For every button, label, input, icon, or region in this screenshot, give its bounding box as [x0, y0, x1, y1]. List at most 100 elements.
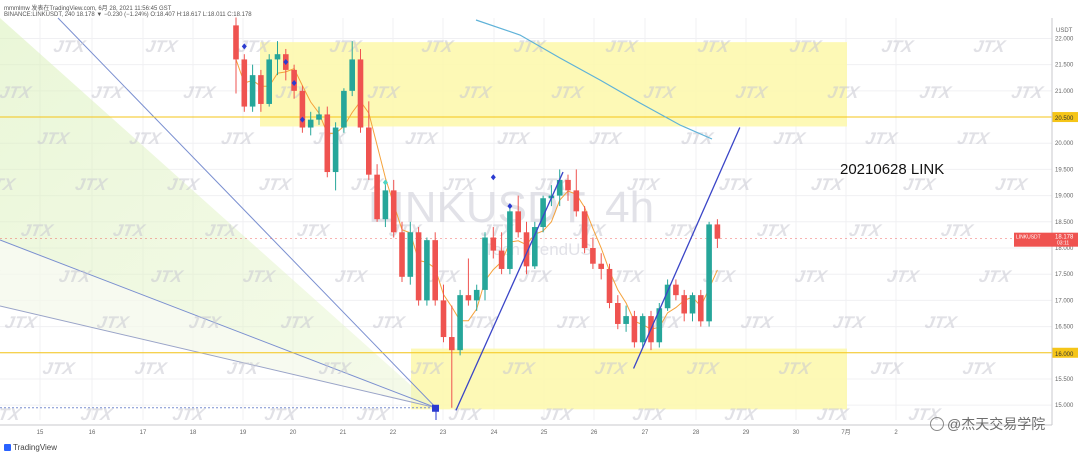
ma-long-line — [475, 19, 713, 140]
watermark-jtx: JTX — [518, 266, 554, 286]
candle-body — [415, 232, 422, 301]
watermark-jtx: JTX — [366, 82, 402, 102]
watermark-jtx: JTX — [242, 266, 278, 286]
x-tick-label: 7月 — [841, 429, 850, 436]
watermark-jtx: JTX — [187, 312, 223, 332]
tradingview-logo[interactable]: TradingView — [4, 443, 57, 452]
signal-marker — [507, 203, 513, 210]
watermark-jtx: JTX — [610, 266, 646, 286]
y-tick-label: 19.000 — [1055, 194, 1074, 200]
watermark-jtx: JTX — [864, 128, 900, 148]
candle-body — [366, 127, 372, 175]
watermark-jtx: JTX — [0, 82, 34, 102]
watermark-jtx: JTX — [642, 82, 678, 102]
watermark-jtx: JTX — [112, 220, 148, 240]
watermark-jtx: JTX — [150, 266, 186, 286]
candle-body — [664, 284, 671, 309]
price-tag-value: 18.178 — [1055, 235, 1074, 241]
watermark-jtx: JTX — [36, 128, 72, 148]
tradingview-logo-text: TradingView — [13, 443, 58, 452]
watermark-jtx: JTX — [815, 404, 851, 424]
trend-line — [632, 127, 741, 369]
watermark-jtx: JTX — [447, 404, 483, 424]
watermark-jtx: JTX — [604, 36, 640, 56]
candle-body — [449, 337, 455, 351]
watermark-jtx: JTX — [95, 312, 131, 332]
watermark-jtx: JTX — [1010, 82, 1046, 102]
candle-body — [349, 59, 355, 91]
watermark-jtx: JTX — [810, 174, 846, 194]
candle-body — [482, 237, 488, 290]
watermark-jtx: JTX — [20, 220, 56, 240]
credit-text: @杰天交易学院 — [947, 416, 1046, 432]
watermark-jtx: JTX — [236, 36, 272, 56]
watermark-jtx: JTX — [978, 266, 1014, 286]
candle-body — [274, 54, 281, 60]
watermark-jtx: JTX — [328, 36, 364, 56]
watermark-jtx: JTX — [734, 82, 770, 102]
signal-marker — [241, 43, 247, 50]
watermark-jtx: JTX — [182, 82, 218, 102]
candle-body — [332, 127, 339, 173]
x-tick-label: 28 — [693, 430, 700, 436]
x-tick-label: 2 — [894, 430, 898, 436]
x-tick-label: 15 — [37, 430, 44, 436]
watermark-jtx: JTX — [626, 174, 662, 194]
candle-body — [673, 284, 679, 296]
axes: USDT 22.000 21.500 21.000 20.000 19.500 19.000… — [0, 18, 1078, 436]
chat-icon — [930, 417, 944, 431]
candle-body — [706, 224, 712, 322]
y-tick-label: 21.500 — [1055, 63, 1074, 69]
watermark-jtx: JTX — [258, 174, 294, 194]
x-tick-label: 26 — [591, 430, 598, 436]
x-tick-label: 18 — [190, 430, 197, 436]
signal-markers — [241, 43, 513, 210]
candle-body — [623, 316, 629, 324]
watermark-jtx: JTX — [334, 266, 370, 286]
watermark-jtx: JTX — [0, 174, 18, 194]
candle-body — [465, 295, 472, 301]
candle-body — [639, 316, 646, 343]
y-tick-label: 17.500 — [1055, 272, 1074, 278]
watermark-credit: @杰天交易学院 — [930, 414, 1045, 434]
candle-body — [498, 250, 505, 269]
x-tick-label: 17 — [140, 430, 147, 436]
level-tag — [1052, 112, 1078, 123]
candle-body — [258, 75, 264, 104]
watermark-jtx: JTX — [144, 36, 180, 56]
header-line1: mmmlmw 发表在TradingView.com, 6月 28, 2021 1… — [4, 6, 172, 12]
y-tick-label: 18.000 — [1055, 246, 1074, 252]
trend-lines[interactable] — [455, 127, 741, 411]
watermark-jtx: JTX — [220, 128, 256, 148]
candle-body — [606, 268, 613, 303]
support-zone — [411, 348, 847, 410]
signal-marker — [291, 80, 297, 86]
candle-body — [382, 190, 389, 220]
candle-body — [681, 295, 687, 314]
signal-marker — [299, 116, 305, 123]
fan-line — [0, 239, 437, 409]
candle-body — [390, 190, 397, 233]
watermark-jtx: JTX — [631, 404, 667, 424]
candle-body — [698, 295, 704, 322]
candle-body — [249, 75, 256, 107]
annotation-label[interactable]: 20210628 LINK — [840, 161, 944, 178]
candle-body — [241, 59, 248, 107]
x-tick-label: 22 — [390, 430, 397, 436]
watermark-jtx: JTX — [593, 358, 629, 378]
watermark-jtx: JTX — [355, 404, 391, 424]
watermark-jtx: JTX — [723, 404, 759, 424]
candle-body — [374, 174, 380, 220]
y-tick-label: 15.000 — [1055, 403, 1074, 409]
candle-body — [440, 300, 447, 338]
watermark-jtx: JTX — [442, 174, 478, 194]
watermark-jtx: JTX — [74, 174, 110, 194]
candle-body — [473, 289, 480, 301]
watermark-jtx: JTX — [685, 358, 721, 378]
watermark-jtx: JTX — [555, 312, 591, 332]
watermark-jtx: JTX — [961, 358, 997, 378]
y-tick-label: 19.500 — [1055, 167, 1074, 173]
watermark-jtx: JTX — [79, 404, 115, 424]
level-tag-text: 20.500 — [1055, 116, 1074, 122]
